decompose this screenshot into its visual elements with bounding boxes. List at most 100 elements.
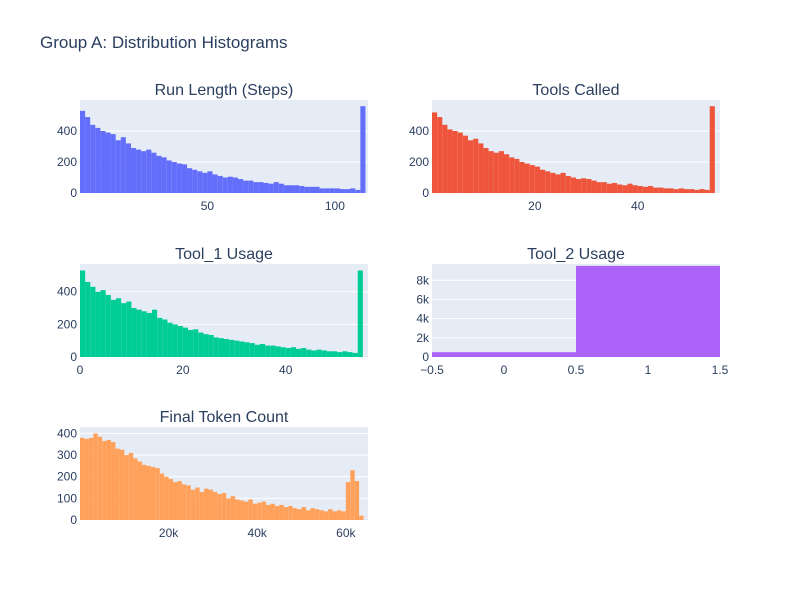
histogram-bar [699,189,705,193]
histogram-bar [110,299,116,357]
histogram-bar [254,344,260,357]
histogram-bar [221,492,227,520]
histogram-bar [93,433,98,520]
histogram-bar [249,343,255,357]
histogram-bar [130,148,137,193]
histogram-bar [498,151,504,193]
histogram-bar [234,340,240,357]
page-title: Group A: Distribution Histograms [40,33,288,52]
histogram-bar [314,186,320,193]
histogram-bar [296,348,302,357]
histogram-bar [80,270,86,357]
histogram-bar [326,351,332,357]
histogram-bar [208,334,214,357]
x-tick-label: 0 [77,363,84,377]
histogram-bar [258,182,264,193]
histogram-bar [337,352,343,357]
histogram-bar [332,511,337,520]
histogram-bar [570,177,576,193]
histogram-bar [266,504,271,520]
histogram-bar [252,503,258,520]
subplot-2: 0 200 400 20 40 Tools Called [409,82,720,213]
histogram-bar [509,157,515,193]
histogram-bar [301,507,306,520]
histogram-bar [243,180,249,193]
histogram-bar [172,324,178,357]
histogram-bar [360,106,366,193]
subplot-title: Final Token Count [160,409,289,426]
x-tick-label: 1 [645,363,652,377]
histogram-bar [310,508,315,520]
histogram-bar [473,138,479,193]
histogram-bar [519,162,525,193]
histogram-bar [493,152,499,193]
x-tick-label: 20 [176,363,190,377]
histogram-bar [182,327,188,357]
histogram-bar [131,308,137,357]
histogram-bar [208,489,213,520]
histogram-bar [324,188,330,193]
y-tick-label: 100 [57,491,77,505]
subplot-3: 0 200 400 0 20 40 Tool_1 Usage [57,246,368,377]
histogram-bar [529,165,535,193]
histogram-bar [336,510,342,520]
histogram-bar [265,345,271,357]
histogram-bar [232,177,239,193]
histogram-bar [555,174,561,193]
x-tick-label: 40 [631,199,645,213]
histogram-bar [155,468,160,520]
histogram-bar [218,338,224,357]
histogram-bar [617,184,623,193]
histogram-bar [110,134,116,193]
histogram-bar [334,188,340,193]
histogram-bar [540,169,546,193]
histogram-bar [95,127,101,193]
histogram-bar [350,188,356,193]
histogram-bar [243,501,249,520]
histogram-bar [203,334,209,357]
histogram-bar [111,442,116,520]
histogram-bar [299,186,305,193]
histogram-bar [195,487,200,520]
y-tick-label: 6k [416,292,430,306]
y-tick-label: 200 [57,155,77,169]
histogram-bar [345,482,351,520]
histogram-bar [166,160,172,193]
y-tick-label: 0 [422,186,429,200]
histogram-bar [159,473,165,520]
histogram-bar [586,179,592,193]
subplot-title: Run Length (Steps) [155,82,294,99]
y-tick-label: 0 [70,513,77,527]
histogram-bar [137,461,143,520]
histogram-bar [181,164,188,193]
histogram-bar [190,489,196,520]
histogram-bar [177,326,183,357]
histogram-bar [704,189,710,193]
histogram-bar [309,186,315,193]
histogram-bar [637,186,643,193]
histogram-bar [230,496,236,520]
histogram-bar [146,465,151,520]
histogram-bar [305,510,311,520]
histogram-bar [627,183,633,193]
histogram-bar [285,348,291,357]
histogram-bar [229,339,235,357]
histogram-bar [198,332,204,357]
bars [432,106,715,193]
histogram-bar [164,476,169,520]
histogram-bar [157,317,163,357]
histogram-bar [565,175,571,193]
histogram-bar [268,183,274,193]
histogram-bar [263,182,269,193]
histogram-bar [217,175,223,193]
histogram-bar [591,180,597,193]
histogram-bar [270,503,275,520]
subplot-title: Tool_1 Usage [175,246,273,263]
histogram-bar [642,186,648,193]
histogram-bar [186,485,191,520]
y-tick-label: 400 [409,124,429,138]
x-tick-label: −0.5 [420,363,444,377]
histogram-bar [304,186,310,193]
x-tick-label: 60k [336,526,356,540]
